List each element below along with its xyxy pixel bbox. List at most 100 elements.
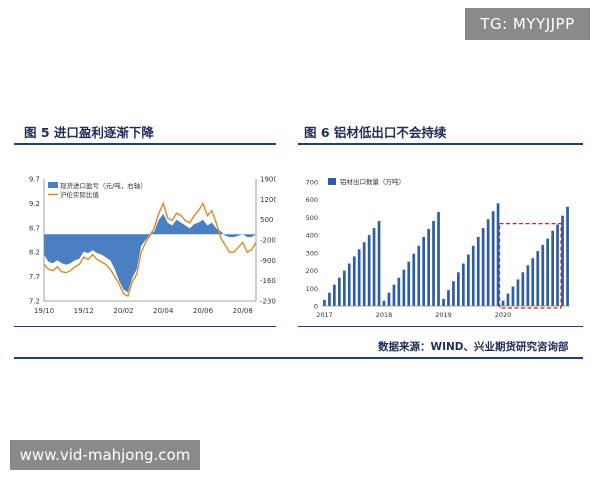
export-bar <box>491 211 495 306</box>
figure-5-top-rule <box>14 143 276 145</box>
export-bar <box>412 253 416 306</box>
figure-5-chart: 现货进口盈亏（元/吨，右轴） 沪伦实际比值 9.7 9.2 8.7 8.2 7.7 7.2… <box>29 176 276 316</box>
export-bar <box>561 215 564 306</box>
left-y-tick-label: 8.7 <box>29 224 40 232</box>
x-tick-label: 20/04 <box>153 307 174 315</box>
x-tick-label: 19/10 <box>34 307 54 315</box>
right-y-tick-label: 1900 <box>260 176 276 184</box>
legend-entry: 现货进口盈亏（元/吨，右轴） <box>60 181 147 190</box>
export-bar <box>457 272 460 306</box>
export-bar <box>407 261 411 306</box>
legend-swatch-area <box>48 182 58 188</box>
x-tick-label: 2020 <box>495 311 512 319</box>
export-bar <box>556 224 559 306</box>
y-tick-label: 400 <box>306 232 318 240</box>
export-bar <box>526 265 530 306</box>
export-bar <box>476 236 480 306</box>
x-tick-label: 2018 <box>376 311 393 319</box>
export-bar <box>357 249 361 306</box>
watermark-tag: TG: MYYJJPP <box>465 8 590 40</box>
export-bar <box>541 244 545 306</box>
export-bar <box>427 228 430 306</box>
export-bar <box>362 242 366 306</box>
figure-5-title: 图 5 进口盈利逐渐下降 <box>24 125 154 140</box>
x-tick-label: 20/02 <box>113 307 133 315</box>
data-source-note: 数据来源：WIND、兴业期货研究咨询部 <box>378 341 569 353</box>
export-bar <box>506 293 510 306</box>
export-bar <box>387 292 391 306</box>
left-y-tick-label: 7.7 <box>29 273 40 281</box>
source-rule <box>14 357 583 359</box>
export-bar <box>343 270 346 306</box>
export-bar <box>516 279 520 306</box>
y-tick-label: 500 <box>306 214 318 222</box>
left-y-tick-label: 8.2 <box>29 249 40 257</box>
figure-5-bottom-rule <box>14 326 276 327</box>
export-bar <box>417 245 421 306</box>
export-bar <box>377 221 381 306</box>
export-bar <box>442 298 445 306</box>
export-bar <box>437 212 440 306</box>
export-bar <box>447 290 450 306</box>
right-y-tick-label: -2300 <box>260 298 276 306</box>
export-bar <box>323 299 326 306</box>
export-bar <box>352 256 356 306</box>
y-tick-label: 100 <box>306 285 318 293</box>
export-bar <box>372 228 376 306</box>
export-bar <box>382 300 386 306</box>
legend-swatch-bar <box>328 178 336 185</box>
y-tick-label: 0 <box>314 303 318 311</box>
export-bar <box>452 281 455 306</box>
export-bar <box>328 292 331 306</box>
export-bar <box>531 258 535 306</box>
export-bar <box>338 277 341 306</box>
x-tick-label: 2019 <box>435 311 452 319</box>
x-tick-label: 19/12 <box>74 307 94 315</box>
export-bar <box>471 245 475 306</box>
x-tick-label: 20/06 <box>193 307 214 315</box>
export-bar <box>551 230 554 306</box>
export-bar <box>521 272 525 306</box>
export-bar <box>481 228 485 306</box>
export-bar <box>536 251 540 306</box>
legend-entry: 沪伦实际比值 <box>60 190 100 199</box>
watermark-url: www.vid-mahjong.com <box>10 440 200 470</box>
figure-6-top-rule <box>298 143 583 145</box>
export-bar <box>496 203 500 306</box>
export-bar <box>397 277 401 306</box>
left-y-tick-label: 7.2 <box>29 298 40 306</box>
export-bar <box>422 236 425 306</box>
export-bar <box>501 300 505 306</box>
figure-6-title: 图 6 铝材低出口不会持续 <box>304 125 447 140</box>
x-tick-label: 2017 <box>316 311 333 319</box>
export-bar <box>367 235 371 306</box>
export-bar <box>566 206 569 306</box>
ratio-line <box>43 201 257 298</box>
right-y-tick-label: -200 <box>260 237 276 245</box>
export-bar <box>462 263 465 306</box>
y-tick-label: 200 <box>306 267 318 275</box>
x-tick-label: 20/08 <box>233 307 253 315</box>
right-y-tick-label: 1200 <box>260 196 276 204</box>
y-tick-label: 600 <box>306 196 318 204</box>
right-y-tick-label: -1600 <box>260 277 276 285</box>
legend-entry: 铝材出口数量（万吨） <box>340 177 405 186</box>
figure-6-bottom-rule <box>298 326 583 327</box>
y-tick-label: 300 <box>306 249 318 257</box>
right-y-tick-label: -900 <box>260 257 276 265</box>
export-bar <box>347 263 351 306</box>
export-bar <box>402 269 406 306</box>
highlight-box <box>498 222 562 309</box>
export-bar <box>392 284 396 306</box>
right-y-tick-label: 500 <box>260 216 273 224</box>
export-bar <box>333 284 336 306</box>
export-bar <box>511 286 515 306</box>
export-bar <box>467 254 470 306</box>
export-bar <box>486 219 490 306</box>
export-bar <box>546 238 549 306</box>
left-y-tick-label: 9.2 <box>29 200 40 208</box>
left-y-tick-label: 9.7 <box>29 176 40 184</box>
import-profit-area <box>44 213 256 293</box>
y-tick-label: 700 <box>306 179 318 187</box>
